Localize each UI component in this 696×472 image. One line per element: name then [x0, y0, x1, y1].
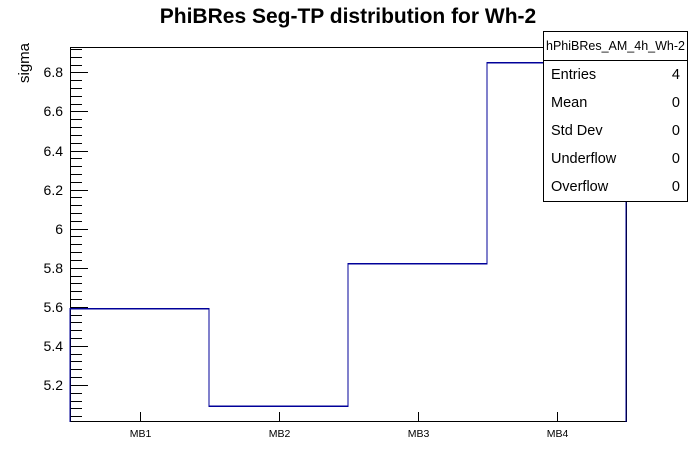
stats-row-label: Underflow [551, 151, 617, 167]
y-axis-title: sigma [16, 42, 33, 83]
stats-row-value: 0 [671, 179, 680, 195]
x-tick-label: MB4 [547, 428, 569, 440]
y-tick-label: 6.6 [44, 103, 64, 119]
stats-row: Std Dev 0 [544, 117, 687, 145]
stats-box-rows: Entries 4 Mean 0 Std Dev 0 Underflow 0 Overflow 0 [544, 61, 687, 201]
y-tick-label: 6.2 [44, 182, 64, 198]
stats-row-value: 4 [671, 67, 680, 83]
stats-row-label: Overflow [551, 179, 609, 195]
stats-row-label: Mean [551, 95, 588, 111]
stats-row-value: 0 [671, 123, 680, 139]
y-tick-label: 5.8 [44, 260, 64, 276]
stats-row: Mean 0 [544, 89, 687, 117]
stats-box: hPhiBRes_AM_4h_Wh-2 Entries 4 Mean 0 Std Dev… [543, 31, 688, 202]
x-tick-label: MB2 [269, 428, 291, 440]
stats-row-label: Entries [551, 67, 597, 83]
y-tick-label: 5.4 [44, 338, 64, 354]
y-tick-label: 6.8 [44, 64, 64, 80]
y-tick-label: 5.2 [44, 377, 64, 393]
chart-title: PhiBRes Seg-TP distribution for Wh-2 [159, 5, 537, 28]
stats-row-value: 0 [671, 95, 680, 111]
y-tick-label: 5.6 [44, 299, 64, 315]
stats-row: Overflow 0 [544, 173, 687, 201]
stats-row-label: Std Dev [551, 123, 603, 139]
stats-row: Entries 4 [544, 61, 687, 89]
x-tick-label: MB3 [408, 428, 430, 440]
axis-ticks [70, 49, 558, 422]
stats-row: Underflow 0 [544, 145, 687, 173]
axis-labels: 5.2 5.4 5.6 5.8 6 6.2 6.4 6.6 6.8 MB1 MB2 MB3 MB4 [44, 64, 569, 440]
y-tick-label: 6 [55, 221, 63, 237]
x-tick-label: MB1 [130, 428, 152, 440]
y-tick-label: 6.4 [44, 143, 64, 159]
stats-row-value: 0 [671, 151, 680, 167]
stats-box-title: hPhiBRes_AM_4h_Wh-2 [544, 32, 687, 61]
